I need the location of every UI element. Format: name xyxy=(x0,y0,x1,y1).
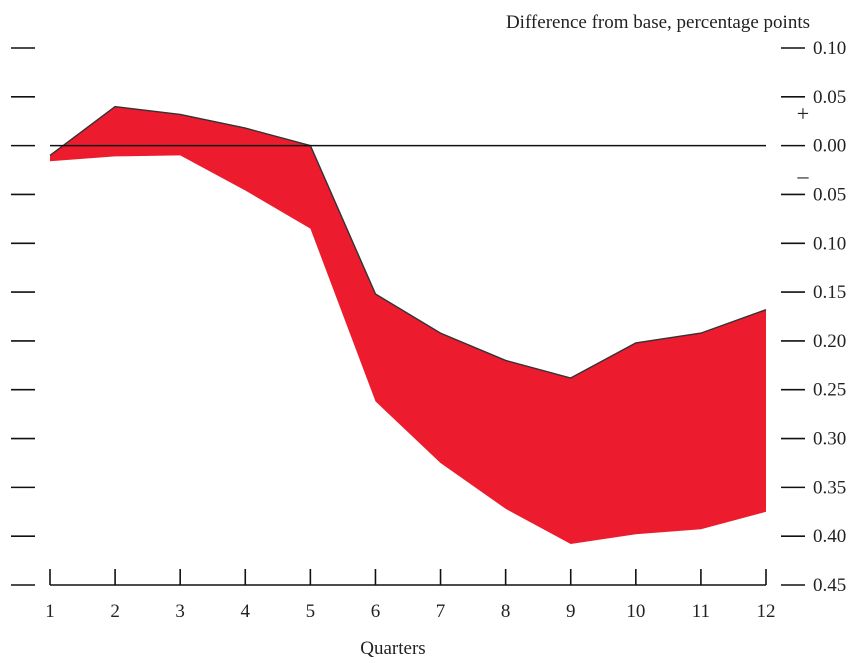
band-upper-edge xyxy=(49,105,767,379)
x-tick-label: 4 xyxy=(241,601,251,622)
x-tick-label: 5 xyxy=(306,601,316,622)
x-axis: 1 2 3 4 5 6 7 8 9 10 11 12 xyxy=(45,569,776,622)
plus-sign: + xyxy=(797,101,809,126)
y-tick-label: 0.30 xyxy=(813,429,846,450)
y-tick-label: 0.20 xyxy=(813,331,846,352)
y-tick-label: 0.25 xyxy=(813,380,846,401)
left-tick-marks xyxy=(11,47,35,586)
y-tick-label: 0.15 xyxy=(813,282,846,303)
x-tick-label: 1 xyxy=(45,601,55,622)
y-tick-label: 0.45 xyxy=(813,575,846,596)
x-tick-label: 9 xyxy=(566,601,576,622)
y-tick-label: 0.05 xyxy=(813,184,846,205)
y-tick-label: 0.10 xyxy=(813,233,846,254)
x-tick-label: 10 xyxy=(626,601,645,622)
x-tick-label: 12 xyxy=(757,601,776,622)
x-tick-label: 11 xyxy=(692,601,710,622)
y-tick-label: 0.40 xyxy=(813,526,846,547)
minus-sign: – xyxy=(797,163,810,188)
y-tick-label: 0.35 xyxy=(813,477,846,498)
y-tick-label: 0.00 xyxy=(813,136,846,157)
right-axis: 0.10 0.05 0.00 0.05 0.10 0.15 0.20 0.25 0.30 0.35… xyxy=(781,38,846,596)
band-layer xyxy=(49,105,767,544)
x-tick-label: 2 xyxy=(110,601,120,622)
x-tick-label: 8 xyxy=(501,601,511,622)
band-area xyxy=(50,106,766,544)
y-tick-label: 0.05 xyxy=(813,87,846,108)
x-tick-label: 6 xyxy=(371,601,381,622)
x-tick-label: 3 xyxy=(175,601,185,622)
x-axis-title: Quarters xyxy=(360,638,425,659)
x-tick-label: 7 xyxy=(436,601,446,622)
y-tick-label: 0.10 xyxy=(813,38,846,59)
y-axis-title: Difference from base, percentage points xyxy=(506,12,810,33)
